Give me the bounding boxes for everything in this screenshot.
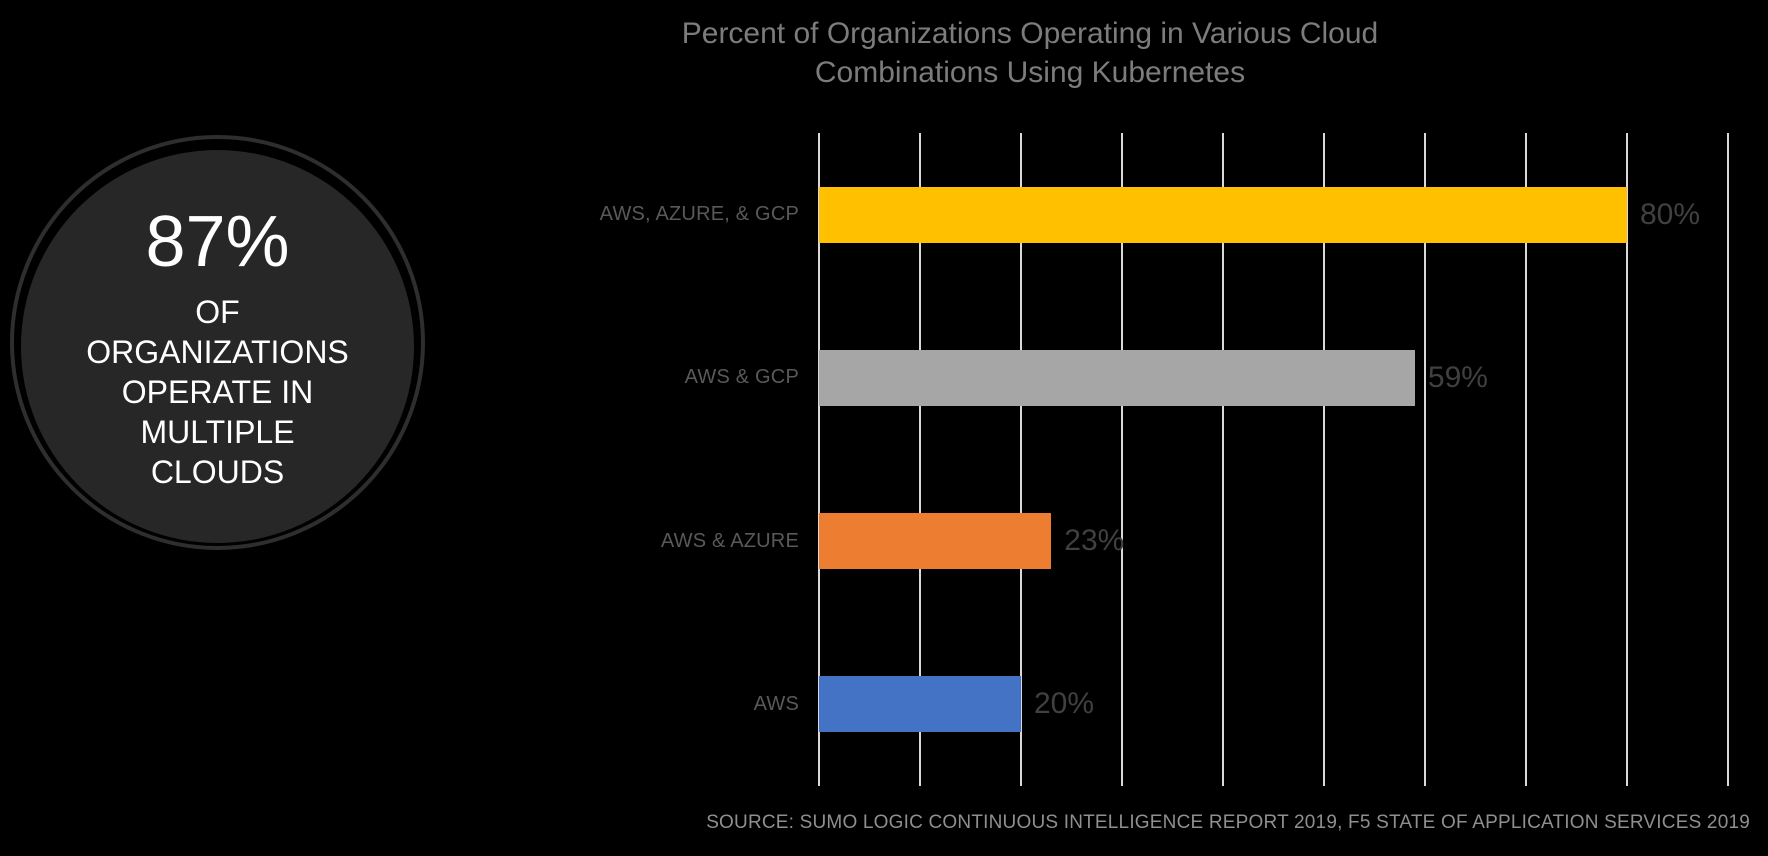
bar xyxy=(819,676,1021,733)
gridline-80 xyxy=(1626,133,1628,786)
stat-value: 87% xyxy=(145,201,290,282)
bar xyxy=(819,186,1627,243)
gridline-40 xyxy=(1222,133,1224,786)
bar-row-4: AWS 20% xyxy=(754,623,1728,786)
stat-circle-fill: 87% OF ORGANIZATIONS OPERATE IN MULTIPLE… xyxy=(21,150,414,543)
stat-caption: OF ORGANIZATIONS OPERATE IN MULTIPLE CLO… xyxy=(86,293,349,490)
value-label: 59% xyxy=(1427,360,1488,394)
category-label: AWS xyxy=(753,692,799,715)
category-label: AWS & AZURE xyxy=(660,529,799,552)
gridline-20 xyxy=(1020,133,1022,786)
bar-row-1: AWS, AZURE, & GCP 80% xyxy=(600,133,1728,296)
gridline-70 xyxy=(1525,133,1527,786)
category-label: AWS, AZURE, & GCP xyxy=(599,203,799,226)
gridline-50 xyxy=(1323,133,1325,786)
chart-title: Percent of Organizations Operating in Va… xyxy=(681,17,1379,89)
value-label: 20% xyxy=(1034,687,1095,721)
gridline-90 xyxy=(1727,133,1729,786)
gridline-10 xyxy=(919,133,921,786)
bar xyxy=(819,349,1415,406)
value-label: 80% xyxy=(1640,197,1701,231)
category-label: AWS & GCP xyxy=(684,366,799,389)
gridline-0 xyxy=(818,133,820,786)
stat-circle: 87% OF ORGANIZATIONS OPERATE IN MULTIPLE… xyxy=(10,135,425,550)
bar-row-2: AWS & GCP 59% xyxy=(685,296,1728,459)
gridline-60 xyxy=(1423,133,1426,786)
bar xyxy=(819,513,1052,570)
gridline-30 xyxy=(1120,133,1123,786)
plot-area: AWS, AZURE, & GCP 80% AWS & GCP 59% AWS & AZ… xyxy=(600,133,1729,786)
source-note: SOURCE: SUMO LOGIC CONTINUOUS INTELLIGEN… xyxy=(706,812,1750,833)
bar-row-3: AWS & AZURE 23% xyxy=(661,460,1728,623)
value-label: 23% xyxy=(1064,524,1125,558)
